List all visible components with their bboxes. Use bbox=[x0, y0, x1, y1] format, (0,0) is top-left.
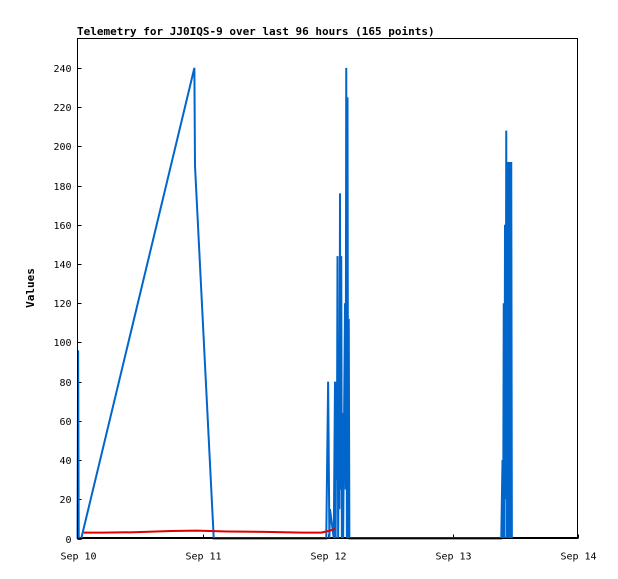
y-tick-label: 0 bbox=[65, 535, 71, 546]
y-tick-label: 220 bbox=[53, 103, 71, 114]
y-tick-label: 80 bbox=[59, 378, 71, 389]
plot-frame bbox=[77, 38, 578, 539]
x-tick-label: Sep 11 bbox=[185, 552, 221, 563]
y-tick-label: 240 bbox=[53, 64, 71, 75]
chart-title: Telemetry for JJ0IQS-9 over last 96 hour… bbox=[77, 25, 435, 38]
x-tick-label: Sep 10 bbox=[60, 552, 96, 563]
y-tick-label: 180 bbox=[53, 182, 71, 193]
series-layer bbox=[76, 67, 578, 540]
y-tick-label: 140 bbox=[53, 260, 71, 271]
x-tick-label: Sep 14 bbox=[560, 552, 596, 563]
axis-ticks: 0 20 40 60 80 100 120 140 160 180 200 220 240 Sep 10 S… bbox=[53, 64, 596, 563]
series-line-red bbox=[83, 527, 336, 534]
series-line-blue bbox=[76, 67, 513, 540]
y-tick-label: 120 bbox=[53, 299, 71, 310]
y-axis-label: Values bbox=[24, 268, 37, 308]
x-tick-label: Sep 13 bbox=[435, 552, 471, 563]
y-tick-label: 200 bbox=[53, 142, 71, 153]
y-tick-label: 20 bbox=[59, 495, 71, 506]
y-tick-label: 60 bbox=[59, 417, 71, 428]
x-tick-label: Sep 12 bbox=[310, 552, 346, 563]
y-tick-label: 40 bbox=[59, 456, 71, 467]
y-tick-label: 100 bbox=[53, 338, 71, 349]
y-tick-label: 160 bbox=[53, 221, 71, 232]
